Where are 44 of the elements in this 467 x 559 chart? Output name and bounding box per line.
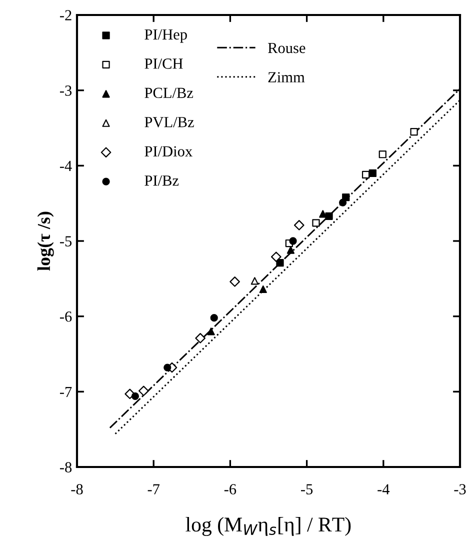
y-tick-label: -2: [60, 10, 72, 20]
legend-label: PVL/Bz: [144, 117, 194, 128]
y-tick-label: -3: [60, 86, 72, 96]
legend-label: PI/Diox: [144, 146, 192, 156]
y-axis-title: log(τ /s): [37, 212, 54, 271]
point: [368, 169, 376, 178]
point: [207, 328, 215, 336]
x-tick-label: -3: [454, 484, 466, 494]
point: [289, 237, 297, 245]
point: [164, 364, 172, 372]
x-tick-label: -7: [148, 484, 160, 494]
point: [259, 285, 267, 294]
point: [138, 386, 149, 396]
point: [378, 150, 386, 158]
x-tick-label: -6: [224, 484, 236, 494]
point: [312, 219, 320, 227]
legend-label: Zimm: [268, 72, 305, 82]
point: [286, 246, 295, 254]
y-tick-label: -7: [60, 386, 72, 397]
y-tick-label: -5: [60, 236, 72, 246]
legend-label: PI/CH: [144, 58, 183, 69]
point: [250, 277, 259, 285]
point: [325, 212, 333, 220]
point: [276, 259, 284, 267]
point: [362, 170, 370, 179]
legend-label: Rouse: [268, 43, 306, 54]
point: [210, 314, 218, 322]
x-tick-label: -5: [301, 484, 313, 494]
y-tick-label: -6: [60, 312, 72, 322]
legend-label: PI/Hep: [144, 29, 187, 43]
point: [131, 392, 140, 400]
point: [294, 220, 304, 230]
y-tick-label: -8: [60, 462, 72, 472]
legend-label: PI/Bz: [144, 176, 179, 186]
point: [338, 198, 347, 206]
point: [195, 333, 206, 344]
x-axis-title: log (M$_{W}$η$_{s}$[η] / RT): [186, 516, 351, 536]
point: [410, 128, 418, 136]
y-tick-label: -4: [60, 160, 72, 171]
point: [230, 276, 240, 287]
legend-label: PCL/Bz: [144, 88, 194, 98]
point: [271, 252, 282, 262]
x-tick-label: -4: [378, 484, 390, 494]
x-tick-label: -8: [71, 484, 83, 494]
